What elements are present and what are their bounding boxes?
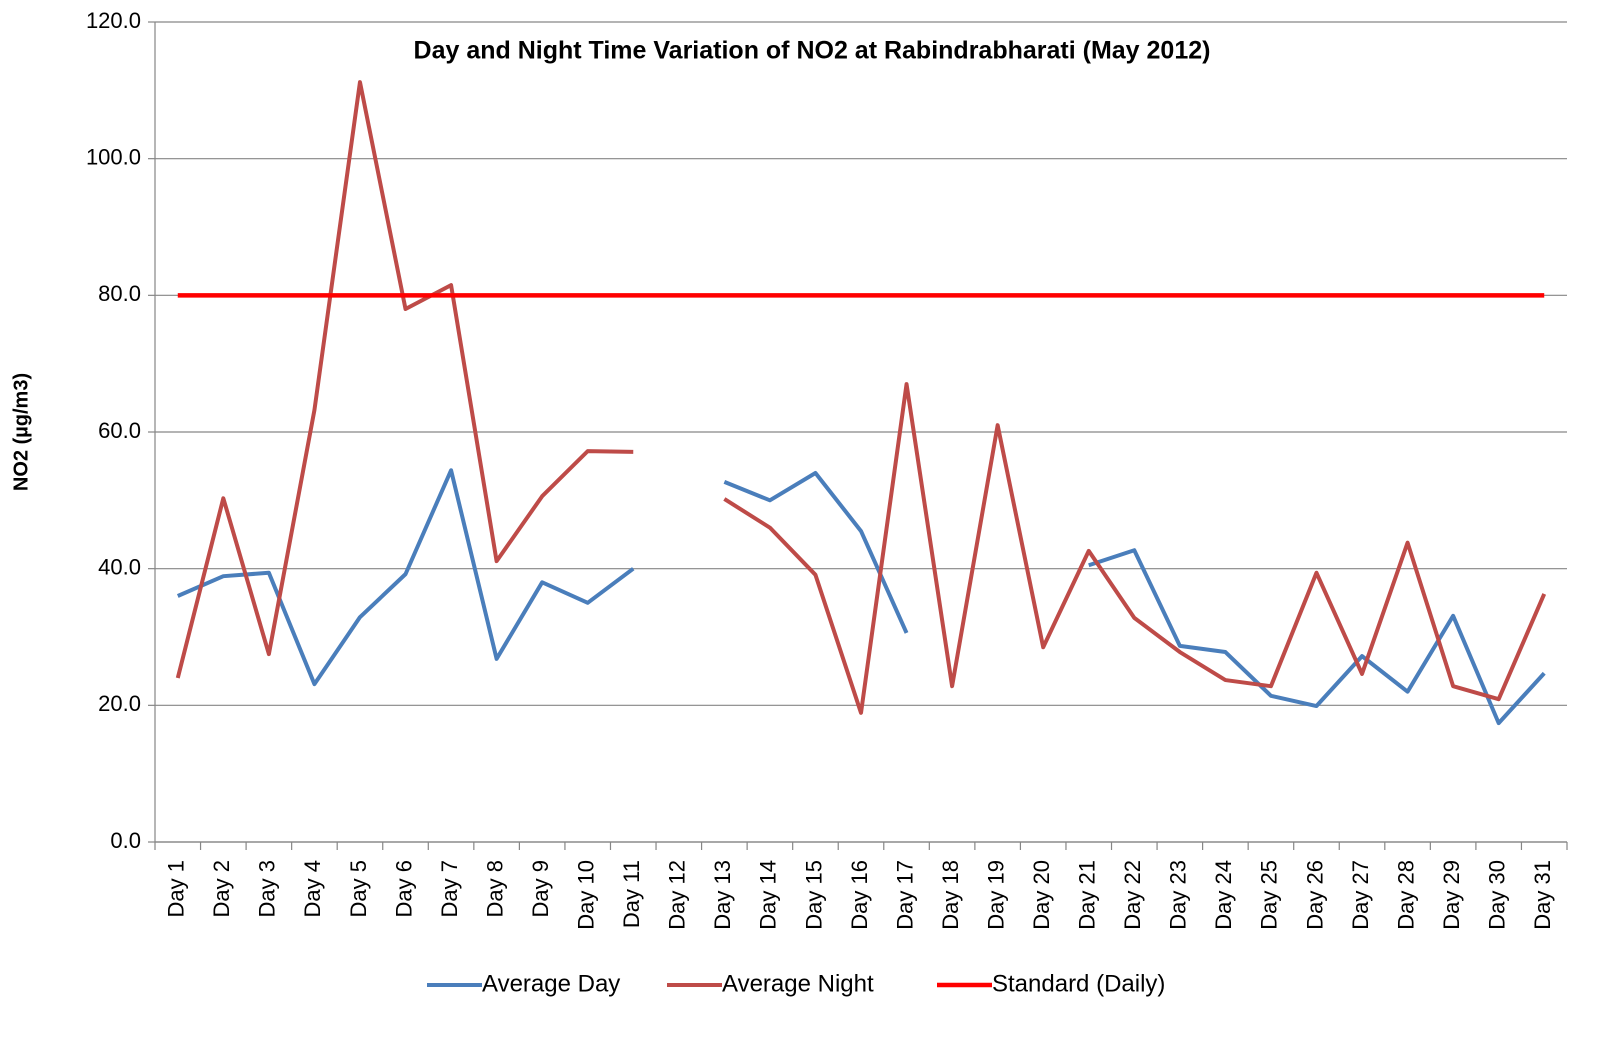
series-line [175, 80, 1547, 715]
x-tick-label: Day 15 [801, 860, 826, 930]
x-tick-label: Day 21 [1075, 860, 1100, 930]
x-tick-label: Day 29 [1439, 860, 1464, 930]
series-line [176, 468, 1546, 726]
y-tick-label: 120.0 [86, 8, 141, 33]
x-tick-label: Day 31 [1530, 860, 1555, 930]
x-tick-label: Day 22 [1120, 860, 1145, 930]
x-tick-label: Day 18 [938, 860, 963, 930]
x-tick-label: Day 6 [391, 860, 416, 917]
x-tick-label: Day 30 [1484, 860, 1509, 930]
x-tick-label: Day 8 [482, 860, 507, 917]
x-tick-label: Day 26 [1302, 860, 1327, 930]
y-tick-label: 0.0 [110, 828, 141, 853]
legend-label: Average Day [482, 970, 620, 997]
x-tick-label: Day 28 [1393, 860, 1418, 930]
legend-label: Average Night [722, 970, 874, 997]
x-tick-label: Day 11 [619, 860, 644, 928]
y-axis-label: NO2 (µg/m3) [10, 373, 32, 491]
x-tick-label: Day 10 [574, 860, 599, 930]
x-tick-label: Day 20 [1029, 860, 1054, 930]
x-tick-label: Day 5 [346, 860, 371, 917]
x-tick-label: Day 24 [1211, 860, 1236, 930]
x-tick-label: Day 2 [209, 860, 234, 917]
x-tick-label: Day 17 [892, 860, 917, 930]
y-tick-label: 60.0 [98, 418, 141, 443]
x-tick-label: Day 12 [665, 860, 690, 930]
y-tick-label: 100.0 [86, 144, 141, 169]
x-tick-label: Day 3 [255, 860, 280, 917]
y-tick-label: 40.0 [98, 554, 141, 579]
x-tick-label: Day 14 [756, 860, 781, 930]
x-tick-label: Day 1 [164, 860, 189, 917]
x-tick-label: Day 13 [710, 860, 735, 930]
x-tick-label: Day 23 [1166, 860, 1191, 930]
legend-label: Standard (Daily) [992, 970, 1165, 997]
x-tick-label: Day 9 [528, 860, 553, 917]
x-tick-label: Day 25 [1257, 860, 1282, 930]
chart-title: Day and Night Time Variation of NO2 at R… [414, 37, 1211, 65]
y-tick-label: 20.0 [98, 691, 141, 716]
x-tick-label: Day 19 [983, 860, 1008, 930]
x-tick-label: Day 27 [1348, 860, 1373, 930]
y-tick-label: 80.0 [98, 281, 141, 306]
x-tick-label: Day 16 [847, 860, 872, 930]
x-tick-label: Day 7 [437, 860, 462, 917]
x-tick-label: Day 4 [300, 860, 325, 917]
